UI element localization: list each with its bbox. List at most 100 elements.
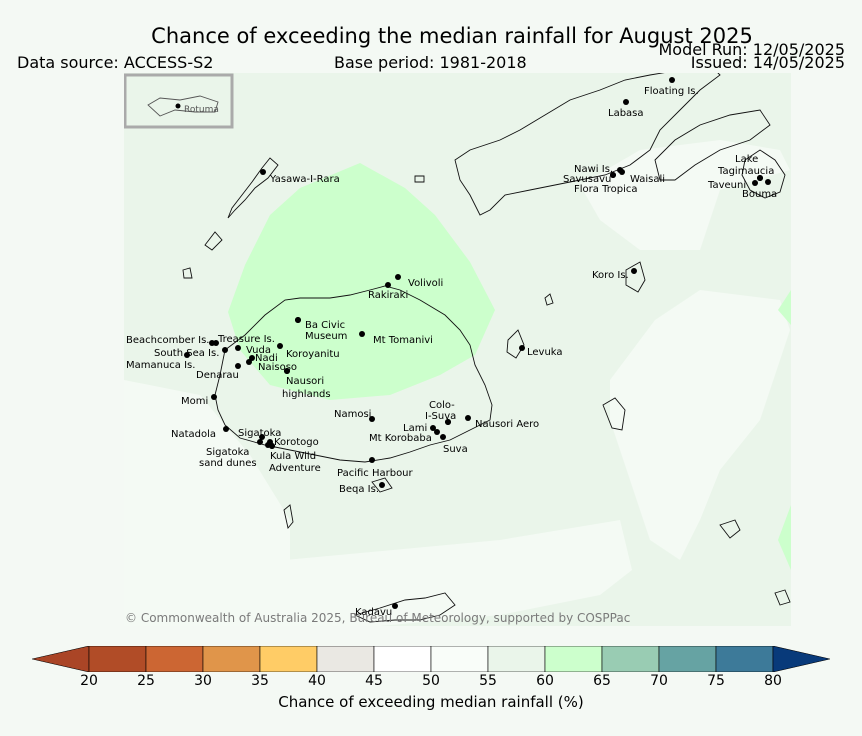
yasawa-coast — [227, 157, 279, 219]
colorbar-tick-label: 50 — [422, 673, 440, 689]
town-marker — [395, 274, 401, 280]
colorbar-under-arrow — [32, 646, 90, 672]
town-marker — [669, 77, 675, 83]
town-marker — [259, 434, 265, 440]
rainfall-region-green — [778, 505, 791, 570]
rainfall-region-light — [124, 380, 330, 626]
base-period: Base period: 1981-2018 — [334, 53, 527, 72]
rotuma-inset: Rotuma — [124, 73, 234, 129]
town-marker — [610, 172, 616, 178]
coastlines — [182, 73, 791, 623]
town-label: Mt Tomanivi — [373, 335, 433, 346]
town-label: Lami — [403, 423, 427, 434]
town-label: Museum — [305, 331, 347, 342]
mamanuca-coast — [182, 267, 193, 279]
rainfall-region-light — [580, 140, 790, 250]
town-label: Natadola — [171, 429, 216, 440]
lau-island-coast — [774, 589, 791, 606]
town-label: Adventure — [269, 463, 321, 474]
town-label: Rakiraki — [368, 290, 408, 301]
data-source: Data source: ACCESS-S2 — [17, 53, 214, 72]
town-label: Mamanuca Is. — [126, 360, 195, 371]
colorbar-tick-label: 60 — [536, 673, 554, 689]
model-run: Model Run: 12/05/2025 — [658, 40, 846, 59]
town-label: Ba Civic — [305, 320, 345, 331]
town-marker — [260, 169, 266, 175]
vatulele-coast — [283, 504, 294, 529]
colorbar-bin — [544, 646, 603, 672]
town-label: Koroyanitu — [286, 349, 340, 360]
colorbar-bin — [430, 646, 489, 672]
town-label: Nausori — [286, 376, 324, 387]
kadavu-coast — [353, 592, 456, 623]
town-marker — [434, 429, 440, 435]
town-label: Tagimaucia — [717, 166, 774, 177]
town-marker — [369, 457, 375, 463]
colorbar-tick-label: 65 — [593, 673, 611, 689]
rainfall-region-green — [778, 290, 791, 325]
town-marker — [392, 603, 398, 609]
colorbar-bin — [715, 646, 774, 672]
rainfall-map: Rotuma Floating Is.Labasa Yasawa-I-Rara Na… — [124, 73, 791, 626]
lau-island-coast — [719, 519, 741, 539]
town-marker — [757, 175, 763, 181]
colorbar-tick-label: 80 — [764, 673, 782, 689]
town-label: Nausori Aero — [475, 419, 539, 430]
town-marker — [369, 416, 375, 422]
town-label: Waisali — [630, 174, 665, 185]
town-label: Koro Is. — [592, 270, 629, 281]
colorbar — [32, 646, 830, 672]
town-label: Lake — [735, 154, 758, 165]
town-marker — [213, 340, 219, 346]
town-marker — [223, 426, 229, 432]
copyright: © Commonwealth of Australia 2025, Bureau… — [125, 611, 631, 625]
nairai-coast — [544, 293, 554, 306]
colorbar-bin — [259, 646, 318, 672]
town-label: Kula Wild — [270, 451, 316, 462]
colorbar-bin — [658, 646, 717, 672]
colorbar-bin — [601, 646, 660, 672]
town-marker — [519, 345, 525, 351]
rotuma-label: Rotuma — [184, 105, 219, 115]
town-label: Mt Korobaba — [369, 433, 432, 444]
colorbar-label: Chance of exceeding median rainfall (%) — [278, 693, 584, 711]
town-label: Nawi Is. — [574, 164, 613, 175]
town-label: Momi — [181, 396, 208, 407]
colorbar-bin — [145, 646, 204, 672]
town-label: Levuka — [527, 347, 563, 358]
viti-levu-coast — [214, 285, 493, 463]
town-marker — [235, 363, 241, 369]
town-label: Labasa — [608, 108, 644, 119]
colorbar-bin — [316, 646, 375, 672]
town-label: I-Suva — [425, 411, 456, 422]
gau-coast — [414, 175, 425, 183]
town-label: Korotogo — [274, 437, 319, 448]
colorbar-bin — [88, 646, 147, 672]
colorbar-tick-label: 25 — [137, 673, 155, 689]
town-label: Beqa Is. — [339, 484, 379, 495]
koro-coast — [625, 261, 646, 293]
town-label: Treasure Is. — [217, 334, 275, 345]
town-label: Bouma — [742, 189, 777, 200]
colorbar-bin — [373, 646, 432, 672]
town-label: Taveuni — [707, 180, 746, 191]
issued-date: Issued: 14/05/2025 — [690, 53, 845, 72]
rainfall-region-light — [285, 520, 632, 626]
town-label: Yasawa-I-Rara — [269, 174, 340, 185]
colorbar-tick-label: 55 — [479, 673, 497, 689]
lau-island-coast — [602, 397, 626, 431]
town-marker — [752, 180, 758, 186]
town-marker — [465, 415, 471, 421]
town-marker — [379, 482, 385, 488]
colorbar-tick-label: 45 — [365, 673, 383, 689]
town-label: Sigatoka — [206, 447, 249, 458]
town-marker — [277, 343, 283, 349]
town-label: Nadi — [255, 353, 278, 364]
rainfall-region-light — [610, 290, 790, 560]
town-marker — [211, 394, 217, 400]
colorbar-bin — [202, 646, 261, 672]
town-label: sand dunes — [199, 458, 257, 469]
rotuma-dot — [175, 103, 181, 109]
town-marker — [631, 268, 637, 274]
town-marker — [235, 345, 241, 351]
